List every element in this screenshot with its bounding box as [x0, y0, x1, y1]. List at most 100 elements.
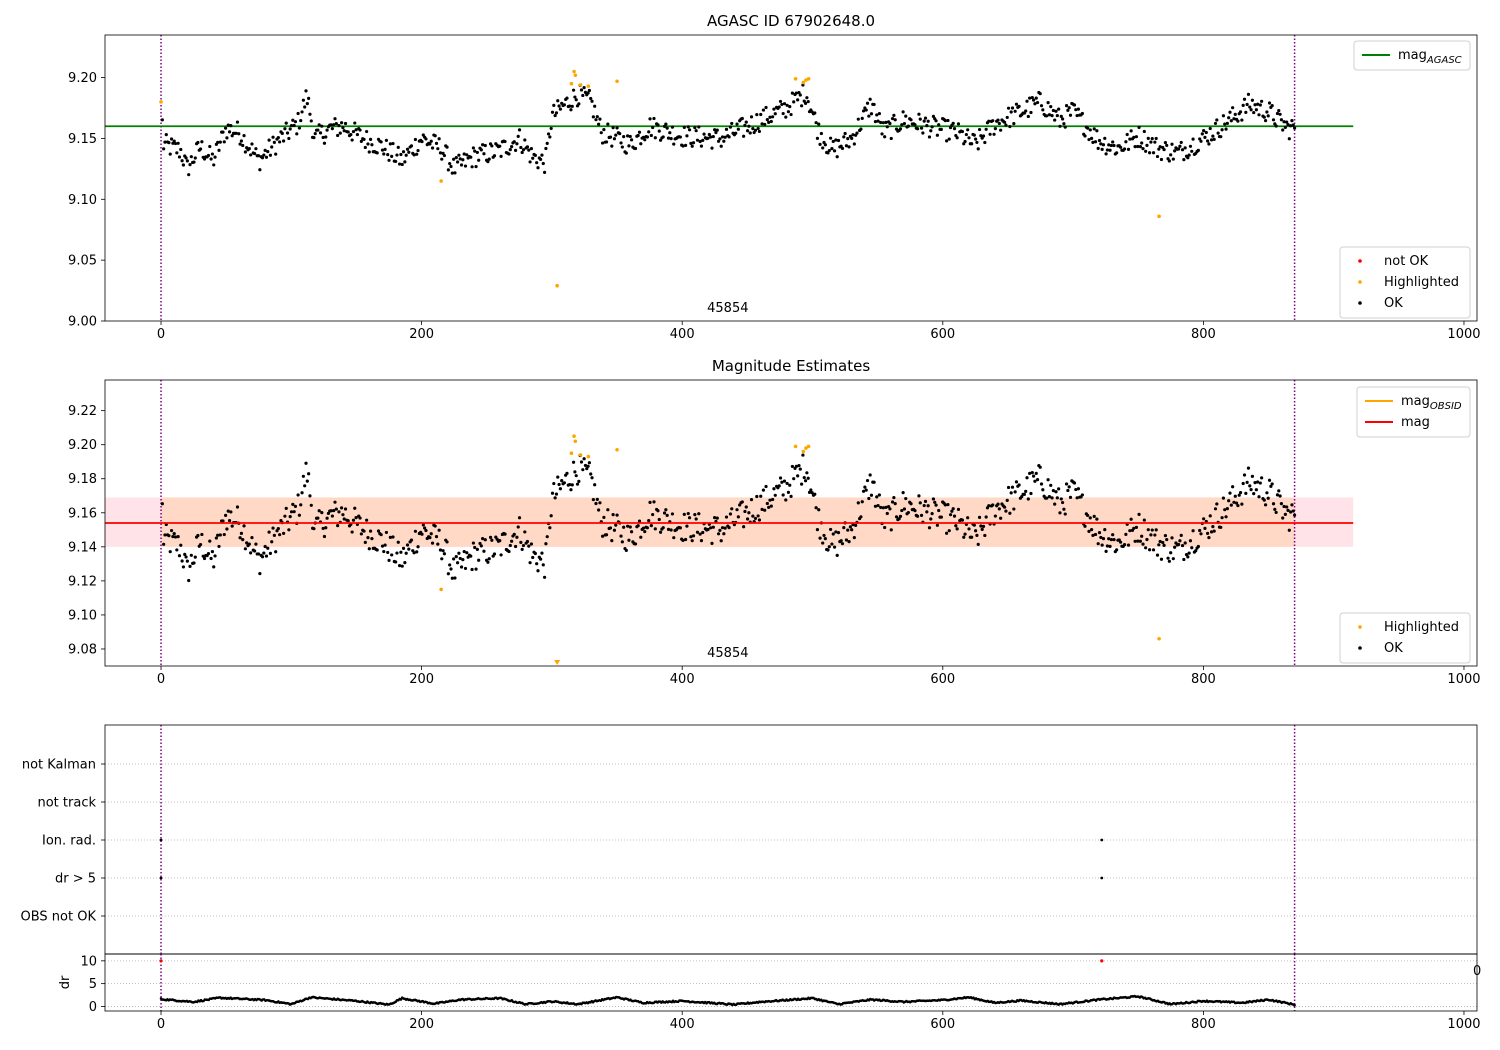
ok-point [888, 507, 892, 511]
ok-point [1080, 493, 1084, 497]
ok-point [952, 514, 957, 518]
ok-point [281, 531, 286, 536]
ok-point [490, 538, 494, 542]
highlighted-point [573, 73, 578, 77]
ok-point [1111, 533, 1115, 537]
ok-point [869, 493, 874, 497]
ok-point [706, 527, 710, 532]
y-tick-label: 9.10 [68, 608, 97, 623]
ok-point [710, 541, 714, 545]
ok-point [1142, 518, 1146, 522]
legend-dot-swatch [1358, 259, 1362, 263]
ok-point [1030, 95, 1034, 100]
ok-point [1041, 108, 1045, 112]
ok-point [1240, 502, 1244, 506]
ok-point [478, 541, 482, 546]
y-tick-label: 9.12 [68, 574, 97, 589]
ok-point [666, 136, 671, 140]
ok-point [743, 509, 747, 514]
ok-point [678, 135, 682, 139]
ok-point [312, 136, 316, 140]
ok-point [575, 482, 580, 486]
ok-point [1216, 131, 1220, 135]
ok-point [806, 476, 810, 480]
dr-exceed-point [1100, 959, 1104, 963]
ok-point [1173, 545, 1177, 549]
ok-point [666, 527, 671, 531]
ok-point [901, 491, 905, 495]
ok-point [1012, 507, 1016, 511]
ok-point [784, 498, 788, 502]
ok-point [1241, 481, 1245, 486]
ok-point [1270, 104, 1274, 108]
ok-point [1057, 107, 1061, 111]
ok-point [1238, 110, 1243, 114]
ok-point [278, 140, 282, 144]
ok-point [568, 482, 572, 487]
ok-point [387, 558, 391, 562]
flag-point [159, 838, 163, 842]
ok-point [947, 137, 951, 141]
ok-point [597, 122, 601, 126]
x-tick-label: 400 [670, 327, 695, 342]
ok-point [531, 555, 535, 560]
ok-point [842, 135, 846, 139]
ok-point [730, 121, 734, 126]
ok-point [1263, 503, 1268, 507]
ok-point [300, 491, 304, 495]
ok-point [755, 494, 759, 499]
ok-point [1281, 128, 1285, 132]
ok-point [1076, 487, 1081, 491]
ok-point [1074, 487, 1078, 492]
x-tick-label: 600 [930, 327, 955, 342]
ok-point [180, 159, 184, 163]
ok-point [1099, 535, 1103, 540]
ok-point [860, 500, 864, 504]
ok-point [242, 524, 246, 528]
ok-point [384, 138, 389, 142]
ok-point [461, 158, 465, 162]
ok-point [713, 516, 717, 520]
ok-point [359, 139, 363, 143]
y-tick-label: 9.22 [68, 404, 97, 419]
ok-point [486, 160, 490, 164]
ok-point [619, 141, 623, 145]
ok-point [821, 541, 825, 545]
ok-point [694, 129, 698, 133]
ok-point [164, 133, 168, 137]
ok-point [558, 107, 562, 111]
ok-point [227, 130, 232, 134]
ok-point [1008, 511, 1012, 515]
ok-point [1124, 140, 1128, 144]
ok-point [407, 150, 411, 154]
ok-point [861, 489, 866, 493]
ok-point [1059, 114, 1063, 118]
ok-point [241, 143, 245, 148]
ok-point [821, 146, 825, 150]
ok-point [384, 530, 389, 535]
ok-point [1112, 538, 1116, 542]
ok-point [1103, 528, 1107, 532]
ok-point [823, 537, 827, 541]
ok-point [769, 504, 773, 508]
ok-point [242, 134, 246, 138]
ok-point [784, 115, 788, 119]
ok-point [565, 471, 569, 475]
ok-point [296, 111, 300, 116]
ok-point [628, 134, 632, 139]
ok-point [1155, 154, 1160, 159]
ok-point [823, 143, 827, 147]
ok-point [593, 104, 597, 108]
ok-point [307, 96, 311, 100]
ok-point [548, 526, 552, 530]
ok-point [639, 535, 643, 539]
ok-point [394, 159, 398, 164]
ok-point [797, 90, 801, 95]
ok-point [1158, 539, 1162, 544]
ok-point [1087, 529, 1091, 533]
ok-point [782, 479, 787, 483]
ok-point [429, 532, 433, 536]
ok-point [300, 110, 304, 114]
ok-point [168, 550, 172, 554]
ok-point [694, 517, 698, 521]
